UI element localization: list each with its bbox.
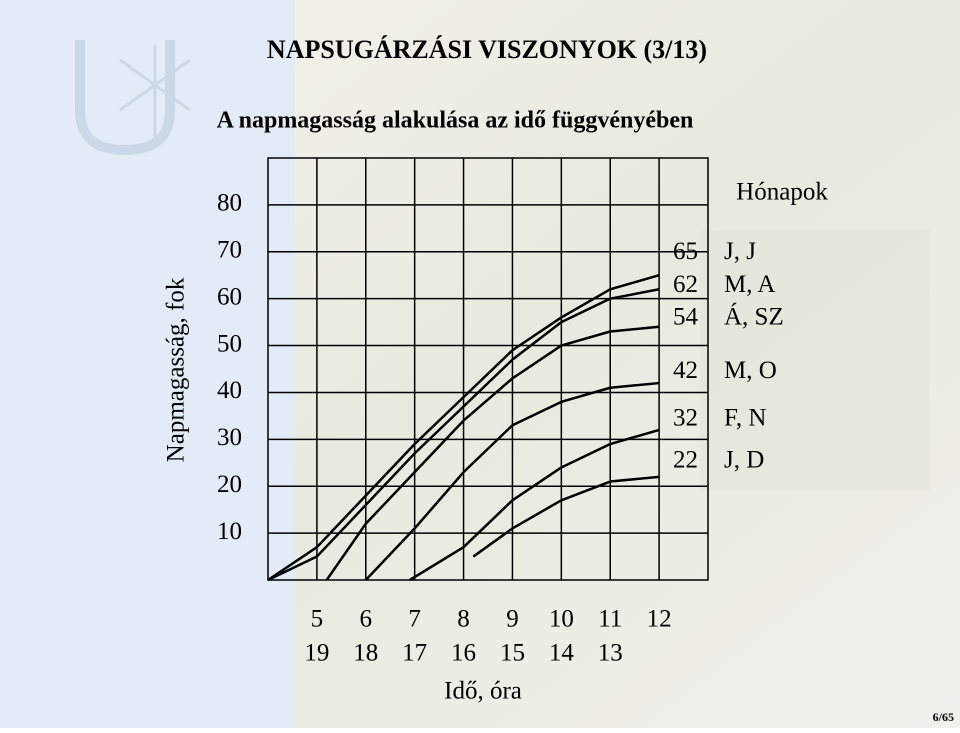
legend-entry: Á, SZ <box>724 303 784 331</box>
series-line <box>472 475 660 558</box>
series-line <box>267 274 660 582</box>
x-tick-label: 7 <box>408 606 421 633</box>
series-line <box>409 428 660 582</box>
data-label: 65 <box>673 238 698 265</box>
y-tick-label: 80 <box>217 190 242 217</box>
x-tick-label: 8 <box>457 606 470 633</box>
y-tick-label: 60 <box>217 283 242 310</box>
legend-entry: M, A <box>724 271 775 298</box>
series-line <box>325 325 660 581</box>
x-tick-label: 9 <box>506 606 519 633</box>
x-tick-label-afternoon: 16 <box>451 640 476 667</box>
x-tick-label-afternoon: 15 <box>500 640 525 667</box>
plot-frame <box>267 157 709 581</box>
y-axis-label: Napmagasság, fok <box>163 277 190 462</box>
data-label: 42 <box>673 357 698 384</box>
x-tick-label-afternoon: 17 <box>402 640 427 667</box>
x-tick-label: 6 <box>360 606 373 633</box>
title: NAPSUGÁRZÁSI VISZONYOK (3/13) <box>267 35 707 64</box>
legend-entry: J, D <box>724 447 764 474</box>
series-line <box>267 288 660 582</box>
x-axis-label: Idő, óra <box>444 678 522 705</box>
y-tick-label: 70 <box>217 237 242 264</box>
y-tick-label: 10 <box>217 518 242 545</box>
x-tick-label: 10 <box>549 606 574 633</box>
legend-title: Hónapok <box>736 179 828 206</box>
data-label: 62 <box>673 271 698 298</box>
x-tick-label: 5 <box>311 606 324 633</box>
x-tick-label: 12 <box>647 606 672 633</box>
y-tick-label: 30 <box>217 424 242 451</box>
subtitle: A napmagasság alakulása az idő függvényé… <box>217 108 694 134</box>
x-tick-label-afternoon: 14 <box>549 640 575 667</box>
legend-entry: M, O <box>724 357 777 384</box>
side-strip <box>0 0 295 728</box>
photo-building <box>700 230 930 490</box>
x-tick-label-afternoon: 13 <box>598 640 623 667</box>
data-label: 32 <box>673 405 698 432</box>
legend-entry: J, J <box>724 238 756 265</box>
legend-entry: F, N <box>724 405 766 432</box>
data-label: 54 <box>673 304 699 331</box>
y-tick-label: 50 <box>217 330 242 357</box>
logo <box>75 40 191 156</box>
x-tick-label-afternoon: 18 <box>353 640 378 667</box>
x-tick-label: 11 <box>598 606 622 633</box>
page-number: 6/65 <box>933 710 954 724</box>
data-label: 22 <box>673 447 698 474</box>
x-tick-label-afternoon: 19 <box>304 640 329 667</box>
y-tick-label: 40 <box>217 377 242 404</box>
y-tick-label: 20 <box>217 471 242 498</box>
series-line <box>364 381 660 581</box>
